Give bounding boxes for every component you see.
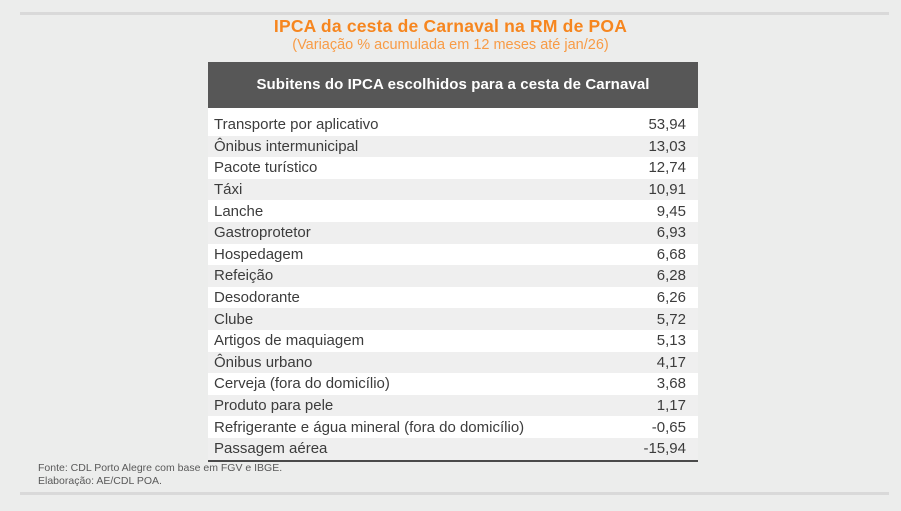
row-label: Lanche [214,202,264,220]
table-body: Transporte por aplicativo 53,94 Ônibus i… [208,108,698,462]
row-label: Pacote turístico [214,159,318,177]
ipca-table: Subitens do IPCA escolhidos para a cesta… [208,62,698,462]
row-value: 6,26 [656,289,686,307]
row-label: Passagem aérea [214,440,328,458]
table-row: Artigos de maquiagem 5,13 [208,330,698,352]
row-label: Ônibus urbano [214,353,313,371]
row-label: Cerveja (fora do domicílio) [214,375,390,393]
row-value: 53,94 [648,116,686,134]
table-row: Ônibus urbano 4,17 [208,351,698,374]
row-value: 13,03 [648,137,686,155]
row-value: 9,45 [656,202,686,220]
row-label: Desodorante [214,289,300,307]
row-label: Transporte por aplicativo [214,116,379,134]
row-value: 10,91 [648,181,686,199]
table-row: Pacote turístico 12,74 [208,157,698,179]
row-value: 6,28 [656,267,686,285]
table-row: Passagem aérea -15,94 [208,437,698,460]
row-value: -15,94 [643,440,686,458]
table-row: Clube 5,72 [208,308,698,330]
table-row: Lanche 9,45 [208,200,698,222]
row-label: Produto para pele [214,397,334,415]
table-row: Hospedagem 6,68 [208,244,698,266]
figure-subtitle: (Variação % acumulada em 12 meses até ja… [292,37,609,53]
table-row: Gastroprotetor 6,93 [208,221,698,244]
row-label: Táxi [214,181,243,199]
top-divider [20,12,889,15]
row-value: 12,74 [648,159,686,177]
table-row: Ônibus intermunicipal 13,03 [208,135,698,158]
table-row: Cerveja (fora do domicílio) 3,68 [208,373,698,395]
row-value: 6,68 [656,245,686,263]
row-label: Gastroprotetor [214,224,311,242]
row-label: Refeição [214,267,274,285]
source-note: Fonte: CDL Porto Alegre com base em FGV … [38,462,283,474]
row-value: 5,13 [656,332,686,350]
row-value: 5,72 [656,310,686,328]
row-value: 3,68 [656,375,686,393]
row-value: 4,17 [656,353,686,371]
row-value: 6,93 [656,224,686,242]
table-row: Refrigerante e água mineral (fora do dom… [208,416,698,438]
elaboration-note: Elaboração: AE/CDL POA. [38,474,162,487]
table-header: Subitens do IPCA escolhidos para a cesta… [208,62,698,108]
row-label: Clube [214,310,254,328]
table-row: Transporte por aplicativo 53,94 [208,114,698,136]
bottom-divider [20,492,889,495]
row-value: 1,17 [656,397,686,415]
table-row: Desodorante 6,26 [208,287,698,309]
row-label: Artigos de maquiagem [214,332,365,350]
row-label: Hospedagem [214,245,304,263]
table-row: Produto para pele 1,17 [208,394,698,417]
table-row: Refeição 6,28 [208,265,698,287]
row-value: -0,65 [651,418,686,436]
table-row: Táxi 10,91 [208,178,698,201]
figure-title: IPCA da cesta de Carnaval na RM de POA [273,16,628,36]
row-label: Ônibus intermunicipal [214,137,359,155]
row-label: Refrigerante e água mineral (fora do dom… [214,418,525,436]
figure-footnotes: Fonte: CDL Porto Alegre com base em FGV … [38,462,282,487]
